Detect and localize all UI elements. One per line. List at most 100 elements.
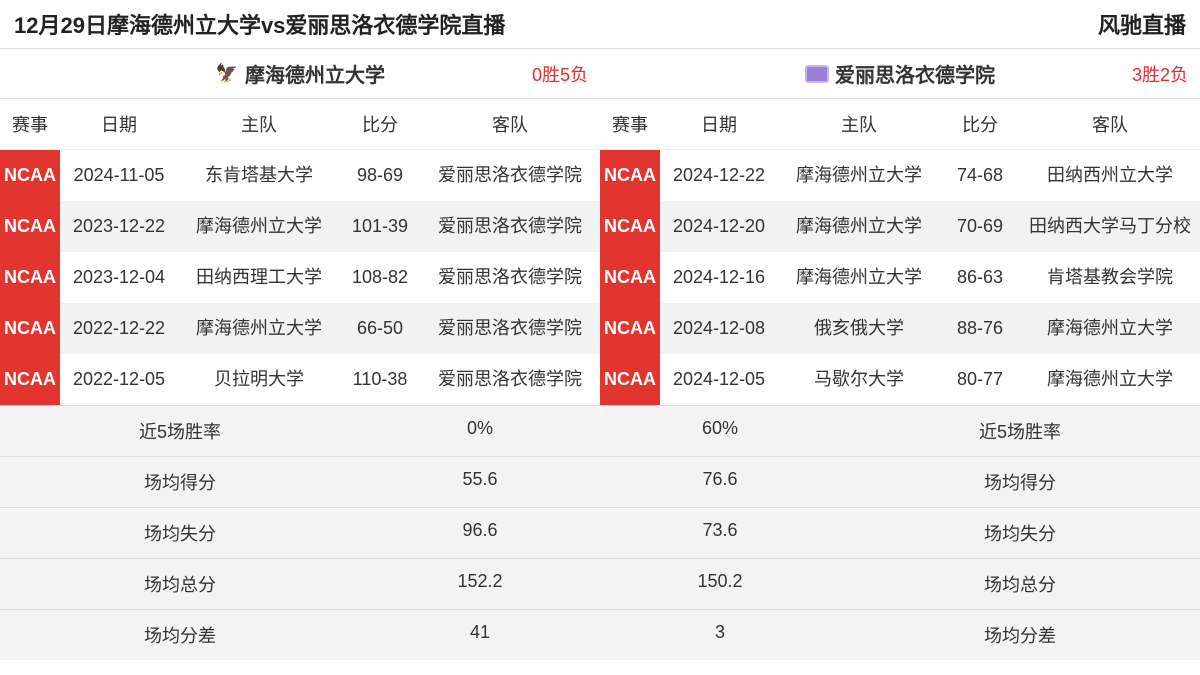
right-record: 3胜2负: [1132, 61, 1188, 87]
score-cell: 70-69: [940, 201, 1020, 252]
summary-label: 场均分差: [0, 610, 360, 660]
left-table: 赛事 日期 主队 比分 客队 NCAA2024-11-05东肯塔基大学98-69…: [0, 99, 600, 405]
away-cell: 爱丽思洛衣德学院: [420, 252, 600, 303]
table-row: NCAA2024-12-16摩海德州立大学86-63肯塔基教会学院: [600, 252, 1200, 303]
score-cell: 80-77: [940, 354, 1020, 405]
left-record: 0胜5负: [532, 61, 588, 87]
away-cell: 田纳西大学马丁分校: [1020, 201, 1200, 252]
summary-label: 场均得分: [840, 457, 1200, 507]
home-cell: 摩海德州立大学: [778, 252, 940, 303]
home-cell: 马歇尔大学: [778, 354, 940, 405]
date-cell: 2024-12-20: [660, 201, 778, 252]
summary-value: 150.2: [600, 559, 840, 609]
date-cell: 2022-12-22: [60, 303, 178, 354]
table-row: NCAA2024-12-08俄亥俄大学88-76摩海德州立大学: [600, 303, 1200, 354]
summary-label: 近5场胜率: [840, 406, 1200, 456]
home-cell: 田纳西理工大学: [178, 252, 340, 303]
summary-label: 近5场胜率: [0, 406, 360, 456]
table-row: NCAA2023-12-22摩海德州立大学101-39爱丽思洛衣德学院: [0, 201, 600, 252]
badge-icon: [805, 62, 829, 86]
summary-value: 60%: [600, 406, 840, 456]
league-cell: NCAA: [600, 150, 660, 202]
right-team-name: 爱丽思洛衣德学院: [835, 59, 995, 88]
summary-label: 场均分差: [840, 610, 1200, 660]
brand-name: 风驰直播: [1098, 8, 1186, 40]
summary-value: 96.6: [360, 508, 600, 558]
score-cell: 88-76: [940, 303, 1020, 354]
home-cell: 摩海德州立大学: [778, 201, 940, 252]
summary-row: 场均得分55.6: [0, 456, 600, 507]
col-home: 主队: [778, 99, 940, 150]
eagle-icon: 🦅: [215, 62, 239, 86]
col-date: 日期: [660, 99, 778, 150]
date-cell: 2023-12-04: [60, 252, 178, 303]
summary-label: 场均失分: [840, 508, 1200, 558]
date-cell: 2024-12-05: [660, 354, 778, 405]
summary-label: 场均总分: [840, 559, 1200, 609]
summary-row: 76.6场均得分: [600, 456, 1200, 507]
summary-label: 场均总分: [0, 559, 360, 609]
score-cell: 66-50: [340, 303, 420, 354]
league-cell: NCAA: [600, 354, 660, 405]
tables-container: 🦅 摩海德州立大学 0胜5负 赛事 日期 主队 比分 客队 NCAA2024-1…: [0, 49, 1200, 405]
table-row: NCAA2022-12-05贝拉明大学110-38爱丽思洛衣德学院: [0, 354, 600, 405]
table-row: NCAA2024-12-05马歇尔大学80-77摩海德州立大学: [600, 354, 1200, 405]
right-team-header: 爱丽思洛衣德学院 3胜2负: [600, 49, 1200, 99]
table-row: NCAA2024-12-22摩海德州立大学74-68田纳西州立大学: [600, 150, 1200, 202]
score-cell: 108-82: [340, 252, 420, 303]
right-table: 赛事 日期 主队 比分 客队 NCAA2024-12-22摩海德州立大学74-6…: [600, 99, 1200, 405]
col-league: 赛事: [0, 99, 60, 150]
page-title: 12月29日摩海德州立大学vs爱丽思洛衣德学院直播: [14, 8, 505, 40]
left-table-header-row: 赛事 日期 主队 比分 客队: [0, 99, 600, 150]
summary-row: 3场均分差: [600, 609, 1200, 660]
league-cell: NCAA: [0, 303, 60, 354]
col-away: 客队: [1020, 99, 1200, 150]
league-cell: NCAA: [0, 150, 60, 202]
date-cell: 2023-12-22: [60, 201, 178, 252]
away-cell: 爱丽思洛衣德学院: [420, 303, 600, 354]
date-cell: 2022-12-05: [60, 354, 178, 405]
summary-value: 3: [600, 610, 840, 660]
away-cell: 肯塔基教会学院: [1020, 252, 1200, 303]
col-score: 比分: [940, 99, 1020, 150]
table-row: NCAA2022-12-22摩海德州立大学66-50爱丽思洛衣德学院: [0, 303, 600, 354]
away-cell: 田纳西州立大学: [1020, 150, 1200, 202]
home-cell: 摩海德州立大学: [178, 303, 340, 354]
table-row: NCAA2024-11-05东肯塔基大学98-69爱丽思洛衣德学院: [0, 150, 600, 202]
left-side: 🦅 摩海德州立大学 0胜5负 赛事 日期 主队 比分 客队 NCAA2024-1…: [0, 49, 600, 405]
summary-row: 近5场胜率0%: [0, 405, 600, 456]
league-cell: NCAA: [0, 354, 60, 405]
summary-value: 152.2: [360, 559, 600, 609]
score-cell: 86-63: [940, 252, 1020, 303]
date-cell: 2024-12-08: [660, 303, 778, 354]
date-cell: 2024-11-05: [60, 150, 178, 202]
home-cell: 俄亥俄大学: [778, 303, 940, 354]
summary-value: 41: [360, 610, 600, 660]
summary-row: 场均失分96.6: [0, 507, 600, 558]
summary-row: 150.2场均总分: [600, 558, 1200, 609]
col-score: 比分: [340, 99, 420, 150]
page-header: 12月29日摩海德州立大学vs爱丽思洛衣德学院直播 风驰直播: [0, 0, 1200, 49]
league-cell: NCAA: [600, 252, 660, 303]
home-cell: 摩海德州立大学: [178, 201, 340, 252]
summary-value: 55.6: [360, 457, 600, 507]
league-cell: NCAA: [0, 201, 60, 252]
date-cell: 2024-12-16: [660, 252, 778, 303]
col-date: 日期: [60, 99, 178, 150]
left-team-header: 🦅 摩海德州立大学 0胜5负: [0, 49, 600, 99]
summary-row: 场均总分152.2: [0, 558, 600, 609]
col-league: 赛事: [600, 99, 660, 150]
col-away: 客队: [420, 99, 600, 150]
league-cell: NCAA: [600, 201, 660, 252]
summary-value: 0%: [360, 406, 600, 456]
summary-row: 场均分差41: [0, 609, 600, 660]
score-cell: 110-38: [340, 354, 420, 405]
away-cell: 摩海德州立大学: [1020, 303, 1200, 354]
away-cell: 爱丽思洛衣德学院: [420, 201, 600, 252]
summary-row: 73.6场均失分: [600, 507, 1200, 558]
league-cell: NCAA: [600, 303, 660, 354]
away-cell: 爱丽思洛衣德学院: [420, 354, 600, 405]
summary-row: 60%近5场胜率: [600, 405, 1200, 456]
summary-value: 73.6: [600, 508, 840, 558]
summary-label: 场均失分: [0, 508, 360, 558]
